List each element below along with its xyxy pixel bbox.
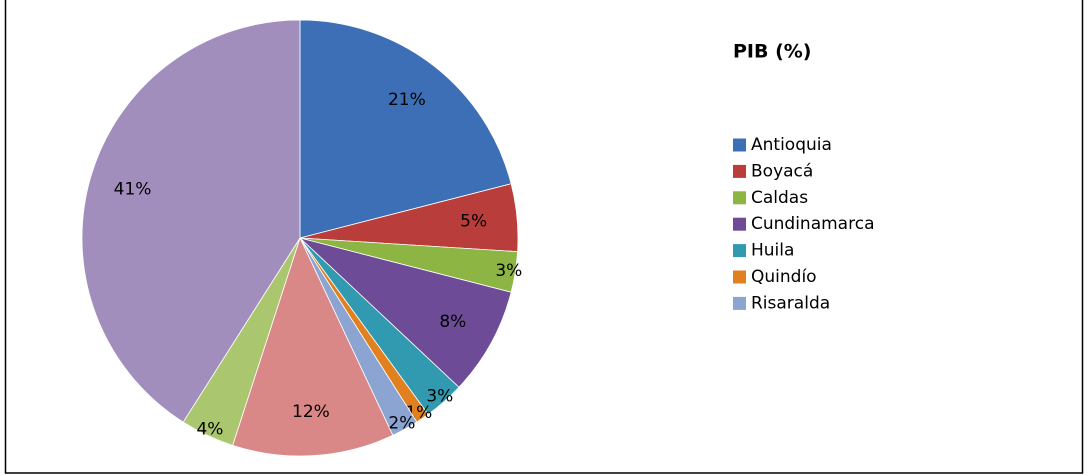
legend-title: PIB (%) — [733, 41, 812, 63]
data-label: 3% — [426, 387, 453, 407]
legend-swatch — [733, 191, 746, 205]
legend-swatch — [733, 296, 746, 310]
legend-label: Caldas — [751, 188, 808, 208]
legend-swatch — [733, 244, 746, 258]
data-label: 21% — [388, 90, 426, 110]
pie-slice — [299, 19, 512, 239]
legend-label: Huila — [751, 241, 794, 261]
legend-label: Cundinamarca — [751, 214, 874, 234]
data-label: 2% — [388, 413, 415, 433]
data-label: 4% — [196, 419, 223, 439]
pie-slice — [232, 236, 394, 457]
pie-slice — [299, 237, 512, 388]
legend-label: Risaralda — [751, 293, 830, 313]
pie-slice — [81, 19, 301, 423]
legend-label: Quindío — [751, 267, 817, 287]
legend-swatch — [733, 138, 746, 152]
data-label: 41% — [114, 179, 152, 199]
data-label: 12% — [292, 402, 330, 422]
legend-swatch — [733, 164, 746, 178]
data-label: 5% — [460, 212, 487, 232]
legend-swatch — [733, 270, 746, 284]
legend-swatch — [733, 217, 746, 231]
legend-label: Antioquia — [751, 135, 832, 155]
data-label: 3% — [495, 261, 522, 281]
data-label: 8% — [439, 312, 466, 332]
legend-label: Boyacá — [751, 161, 813, 181]
